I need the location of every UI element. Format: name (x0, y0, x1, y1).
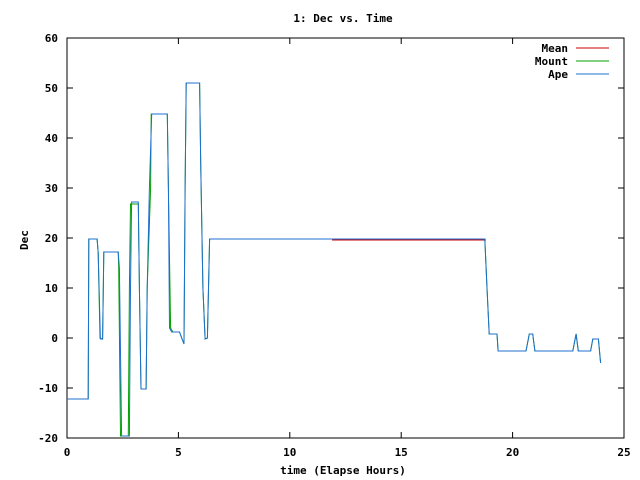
y-tick-label-5: 30 (45, 182, 58, 195)
legend-label-mount: Mount (535, 55, 568, 68)
series-line-ape (67, 82, 602, 437)
y-tick-label-7: 50 (45, 82, 58, 95)
series-line-mount (67, 82, 602, 437)
legend-label-ape: Ape (548, 68, 568, 81)
y-axis-label: Dec (18, 230, 31, 250)
y-tick-label-1: -10 (38, 382, 58, 395)
x-tick-label-2: 10 (283, 446, 296, 459)
y-tick-label-2: 0 (51, 332, 58, 345)
y-tick-label-8: 60 (45, 32, 58, 45)
y-tick-label-3: 10 (45, 282, 58, 295)
y-tick-label-0: -20 (38, 432, 58, 445)
plot-frame (66, 37, 625, 439)
x-tick-label-5: 25 (617, 446, 630, 459)
x-tick-label-4: 20 (506, 446, 519, 459)
x-tick-label-1: 5 (175, 446, 182, 459)
legend-label-mean: Mean (542, 42, 569, 55)
x-tick-label-0: 0 (64, 446, 71, 459)
chart-title: 1: Dec vs. Time (293, 12, 393, 25)
x-tick-label-3: 15 (395, 446, 408, 459)
y-tick-label-4: 20 (45, 232, 58, 245)
x-axis-label: time (Elapse Hours) (280, 464, 406, 477)
y-tick-label-6: 40 (45, 132, 58, 145)
